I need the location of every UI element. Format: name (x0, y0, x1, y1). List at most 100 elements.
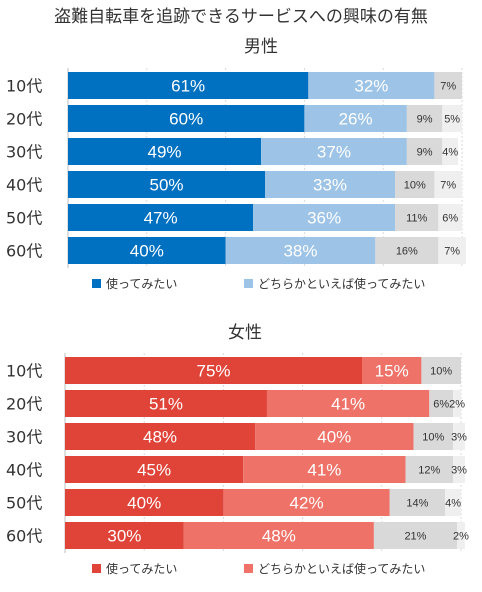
bar-segment (308, 72, 435, 99)
data-label: 2% (449, 399, 465, 411)
data-label: 48% (143, 428, 177, 447)
data-label: 14% (406, 498, 428, 510)
data-label: 11% (406, 213, 427, 225)
data-label: 4% (445, 498, 461, 510)
bar-segment (406, 105, 443, 132)
data-label: 41% (331, 395, 365, 414)
data-label: 41% (307, 461, 341, 480)
data-label: 10% (404, 180, 426, 192)
category-label: 60代 (6, 242, 42, 261)
data-label: 15% (375, 362, 409, 381)
category-label: 10代 (6, 77, 42, 96)
bar-segment (243, 456, 406, 483)
legend-label: 使ってみたい (106, 561, 177, 576)
data-label: 3% (451, 432, 467, 444)
bar-segment (389, 489, 446, 516)
bar-segment (304, 105, 407, 132)
category-label: 40代 (6, 461, 42, 480)
bar-segment (413, 423, 454, 450)
data-label: 60% (169, 110, 203, 129)
data-label: 42% (290, 494, 324, 513)
panel-female-subtitle: 女性 (228, 323, 262, 343)
data-label: 21% (404, 531, 426, 543)
bar-segment (442, 105, 462, 132)
data-label: 40% (127, 494, 161, 513)
bar-segment (405, 456, 454, 483)
bar-segment (68, 171, 265, 198)
data-label: 16% (396, 246, 418, 258)
bar-segment (438, 204, 462, 231)
bar-segment (223, 489, 390, 516)
bar-segment (65, 357, 362, 384)
bar-segment (362, 357, 422, 384)
data-label: 9% (417, 147, 433, 159)
legend-label: どちらかといえば使ってみたい (258, 276, 425, 291)
legend-label: 使ってみたい (106, 276, 177, 291)
bar-segment (255, 423, 414, 450)
legend-swatch (92, 279, 101, 288)
bar-segment (406, 138, 443, 165)
data-label: 48% (262, 527, 296, 546)
bar-segment (68, 138, 262, 165)
data-label: 40% (130, 242, 164, 261)
category-label: 50代 (6, 209, 42, 228)
data-label: 61% (171, 77, 205, 96)
bar-segment (375, 237, 439, 264)
bar-segment (265, 171, 396, 198)
bar-segment (442, 138, 459, 165)
data-label: 7% (440, 81, 456, 93)
bar-segment (225, 237, 376, 264)
bar-segment (183, 522, 374, 549)
category-label: 20代 (6, 110, 42, 129)
category-label: 40代 (6, 176, 42, 195)
panel-female: 女性 10代 75% 15% 10%20代 51% 41% 6% 2%30代 48% 40% 10%… (6, 323, 469, 576)
bar-segment (253, 204, 396, 231)
panel-male-subtitle: 男性 (244, 37, 278, 57)
data-label: 38% (283, 242, 317, 261)
category-label: 20代 (6, 395, 42, 414)
data-label: 10% (430, 366, 452, 378)
data-label: 30% (107, 527, 141, 546)
bar-segment (453, 456, 465, 483)
data-label: 32% (354, 77, 388, 96)
bar-segment (429, 390, 454, 417)
bar-segment (453, 423, 465, 450)
data-label: 7% (444, 246, 460, 258)
bar-segment (395, 204, 439, 231)
data-label: 50% (149, 176, 183, 195)
bar-segment (68, 72, 309, 99)
bar-segment (453, 390, 461, 417)
data-label: 36% (307, 209, 341, 228)
legend-swatch (244, 564, 253, 573)
data-label: 26% (339, 110, 373, 129)
bar-segment (65, 522, 184, 549)
data-label: 40% (317, 428, 351, 447)
data-label: 7% (440, 180, 456, 192)
category-label: 30代 (6, 428, 42, 447)
data-label: 2% (453, 531, 469, 543)
category-label: 10代 (6, 362, 42, 381)
data-label: 51% (149, 395, 183, 414)
bar-segment (457, 522, 465, 549)
data-label: 45% (137, 461, 171, 480)
bar-segment (65, 489, 224, 516)
data-label: 9% (417, 114, 433, 126)
bar-segment (68, 105, 305, 132)
data-label: 3% (451, 465, 467, 477)
bar-segment (68, 237, 226, 264)
legend-swatch (244, 279, 253, 288)
data-label: 49% (148, 143, 182, 162)
bar-segment (434, 171, 462, 198)
data-label: 10% (422, 432, 444, 444)
legend-label: どちらかといえば使ってみたい (258, 561, 425, 576)
bar-segment (445, 489, 461, 516)
data-label: 4% (442, 147, 458, 159)
bar-segment (421, 357, 461, 384)
bar-segment (65, 390, 267, 417)
bar-segment (68, 204, 254, 231)
bar-segment (395, 171, 435, 198)
bar-segment (438, 237, 466, 264)
bar-segment (434, 72, 462, 99)
bar-segment (65, 423, 256, 450)
